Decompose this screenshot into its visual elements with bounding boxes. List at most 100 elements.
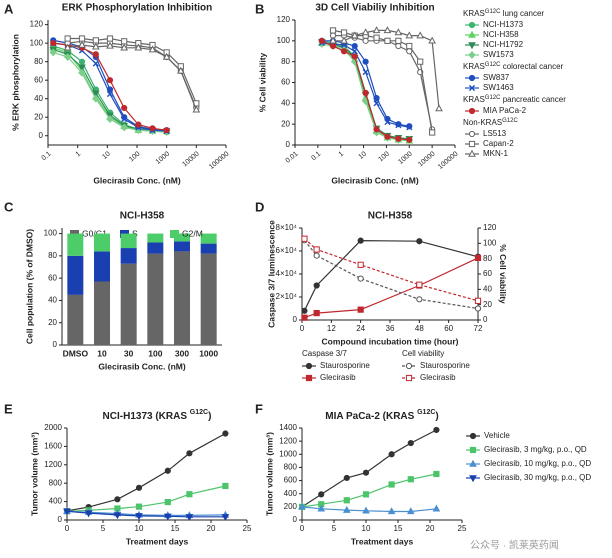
series-line (321, 40, 410, 127)
marker (435, 104, 443, 112)
y2-tick-label: 60 (483, 269, 492, 278)
marker (50, 40, 57, 47)
chart-title: NCI-H358 (368, 211, 413, 222)
marker (469, 475, 477, 483)
x-axis-label: Treatment days (351, 536, 414, 546)
y-tick-label: 1200 (279, 436, 297, 445)
chart-title: NCI-H358 (120, 211, 165, 222)
legend-label: MIA PaCa-2 (483, 106, 527, 115)
header-text: lung cancer (500, 9, 544, 18)
x-tick-label: 20 (207, 524, 216, 533)
bar-segment (94, 251, 110, 282)
marker (313, 282, 320, 289)
x-axis-label: Glecirasib Conc. (nM) (93, 175, 181, 185)
series-line (67, 44, 197, 111)
marker (474, 254, 482, 262)
title-text: MIA PaCa-2 (KRAS (325, 411, 417, 422)
marker (362, 37, 369, 44)
y-tick-label: 800 (284, 463, 298, 472)
marker (164, 467, 171, 474)
y-tick-label: 400 (284, 489, 298, 498)
marker (163, 127, 170, 134)
marker (388, 451, 395, 458)
marker (395, 42, 402, 50)
y-tick-label: 1200 (44, 460, 62, 469)
marker (113, 512, 122, 520)
marker (106, 41, 114, 49)
marker (416, 281, 423, 288)
legend-label: LS513 (483, 129, 507, 138)
marker (357, 261, 364, 268)
marker (342, 505, 351, 513)
marker (222, 430, 229, 437)
marker (384, 37, 391, 44)
x-tick-label: DMSO (63, 348, 89, 358)
marker (351, 48, 358, 55)
x-axis-label: Treatment days (126, 536, 189, 546)
marker (468, 30, 476, 38)
y-axis-label: Caspase 3/7 luminescence (266, 220, 276, 328)
marker (318, 37, 325, 44)
panel-label: B (255, 1, 264, 16)
marker (135, 484, 143, 491)
bar-segment (67, 233, 84, 256)
x-tick-label: 100 (148, 348, 162, 358)
legend-label: SW837 (483, 73, 510, 82)
x-tick-label: 20 (426, 524, 435, 533)
marker (351, 42, 358, 50)
y-tick-label: 40 (281, 98, 290, 107)
y-tick-label: 80 (48, 251, 57, 260)
x-tick-label: 48 (415, 324, 424, 333)
y-tick-label: 1400 (279, 423, 297, 432)
marker (135, 513, 143, 521)
marker (64, 35, 71, 42)
header-sup: G12C (502, 118, 518, 124)
marker (91, 90, 100, 98)
marker (84, 510, 93, 518)
y-tick-label: 100 (44, 229, 58, 238)
legend-label: S (132, 228, 138, 238)
y-tick-label: 60 (48, 273, 57, 282)
marker (357, 306, 364, 313)
marker (361, 28, 370, 36)
marker (305, 374, 313, 382)
x-tick-label: 1 (75, 151, 83, 159)
y-tick-label: 60 (281, 78, 290, 87)
bar-segment (147, 253, 164, 345)
marker (351, 57, 359, 66)
x-tick-label: 10 (358, 151, 369, 161)
header-text: Non-KRAS (463, 118, 502, 127)
marker (121, 104, 128, 112)
marker (135, 121, 142, 128)
y-tick-label: 0 (39, 131, 44, 140)
bar-segment (67, 294, 84, 345)
chart-title: ERK Phosphorylation Inhibition (62, 3, 213, 14)
marker (301, 314, 308, 321)
x-tick-label: 10 (97, 348, 107, 358)
y-tick-label: 600 (284, 476, 298, 485)
marker (148, 45, 157, 53)
y-tick-label: 0 (293, 315, 298, 324)
x-tick-label: 1000 (155, 151, 172, 166)
marker (121, 38, 128, 45)
marker (186, 491, 193, 498)
marker (106, 77, 114, 84)
y2-tick-label: 80 (483, 254, 492, 263)
legend-label: NCI-H358 (483, 30, 519, 39)
y-tick-label: 400 (49, 497, 63, 506)
x-tick-label: 0.01 (285, 151, 300, 165)
legend-label: Glecirasib, 10 mg/kg, p.o., QD (484, 459, 591, 468)
marker (405, 374, 413, 382)
marker (134, 43, 143, 51)
series-line (303, 239, 479, 310)
x-tick-label: 0 (300, 324, 305, 333)
marker (185, 514, 194, 522)
marker (163, 513, 172, 521)
x-tick-label: 10 (101, 151, 112, 161)
marker (343, 474, 350, 482)
marker (383, 26, 392, 34)
panel-label: A (4, 1, 14, 16)
y-tick-label: 200 (284, 502, 298, 511)
marker (340, 29, 348, 36)
y-tick-label: 6×10⁴ (276, 246, 298, 255)
